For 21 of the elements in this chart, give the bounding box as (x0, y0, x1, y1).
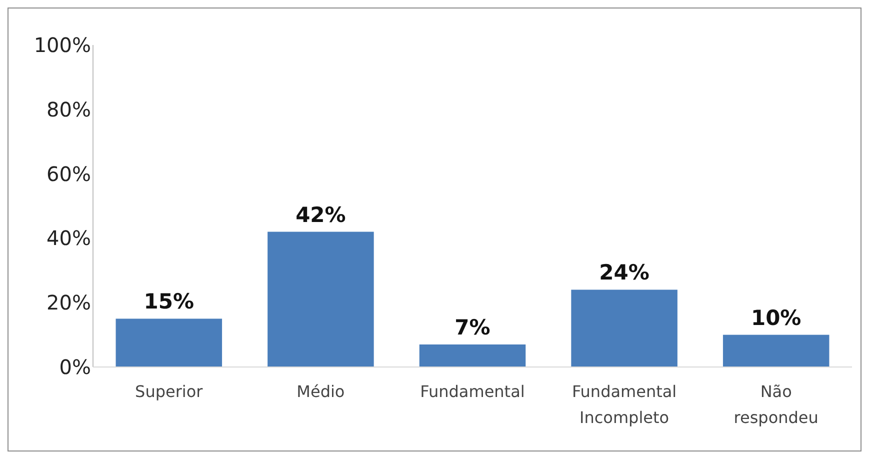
data-label: 15% (144, 290, 194, 314)
bar (419, 344, 526, 367)
x-tick-label: Não respondeu (734, 382, 818, 427)
bar (268, 232, 374, 367)
y-tick-label: 60% (46, 162, 91, 186)
data-label: 10% (750, 306, 802, 330)
y-tick-label: 40% (46, 226, 91, 250)
x-tick-label: Superior (135, 382, 204, 401)
x-tick-label: Fundamental Incompleto (572, 382, 677, 427)
x-tick-label: Médio (296, 382, 345, 401)
x-tick-label: Fundamental (420, 382, 525, 401)
y-tick-label: 100% (34, 33, 91, 57)
bar (571, 290, 678, 367)
y-tick-label: 20% (46, 290, 91, 315)
bar (116, 318, 222, 367)
data-label: 24% (599, 260, 650, 285)
y-tick-label: 80% (46, 97, 91, 122)
data-label: 42% (296, 202, 346, 227)
bar (722, 334, 830, 367)
data-label: 7% (454, 315, 490, 340)
y-tick-label: 0% (59, 355, 91, 379)
